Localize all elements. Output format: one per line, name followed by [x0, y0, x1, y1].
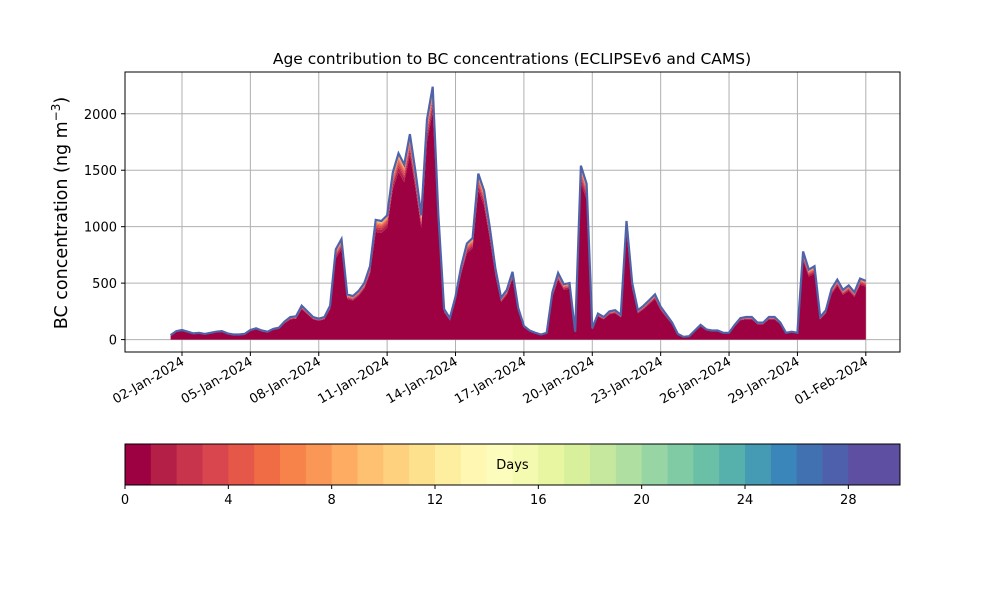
colorbar-cell — [745, 444, 772, 485]
colorbar-tick-label: 16 — [530, 493, 547, 508]
colorbar-cell — [486, 444, 513, 485]
colorbar-label: Days — [496, 458, 529, 473]
age-band-0-1 — [170, 112, 866, 340]
colorbar-cell — [228, 444, 255, 485]
age-band-22-23 — [170, 87, 866, 337]
colorbar-cell — [538, 444, 565, 485]
x-tick-label: 05-Jan-2024 — [179, 354, 256, 407]
x-tick-label: 29-Jan-2024 — [726, 354, 803, 407]
total-line — [169, 86, 867, 338]
colorbar-cell — [331, 444, 358, 485]
x-ticks: 02-Jan-202405-Jan-202408-Jan-202411-Jan-… — [110, 352, 871, 408]
colorbar-cell — [125, 444, 152, 485]
x-tick-label: 02-Jan-2024 — [110, 354, 187, 407]
colorbar-cell — [641, 444, 668, 485]
colorbar-cell — [590, 444, 617, 485]
colorbar-cell — [564, 444, 591, 485]
colorbar-cell — [460, 444, 488, 485]
stacked-areas — [169, 86, 867, 340]
colorbar-cell — [202, 444, 229, 485]
colorbar-tick-label: 8 — [328, 493, 336, 508]
age-band-25-26 — [170, 87, 866, 337]
colorbar-cell — [357, 444, 384, 485]
colorbar-cell — [409, 444, 436, 485]
colorbar-cell — [383, 444, 410, 485]
x-tick-label: 20-Jan-2024 — [521, 354, 598, 407]
y-tick-label: 2000 — [84, 108, 117, 123]
age-band-15-16 — [170, 88, 866, 337]
age-band-11-12 — [170, 89, 866, 337]
age-band-18-19 — [170, 88, 866, 337]
grid-lines — [125, 72, 900, 352]
colorbar-cell — [305, 444, 333, 485]
age-band-16-17 — [170, 88, 866, 337]
age-band-10-11 — [170, 89, 866, 337]
age-band-24-25 — [170, 87, 866, 337]
age-band-12-13 — [170, 89, 866, 337]
colorbar-cell — [822, 444, 849, 485]
age-band-7-8 — [170, 91, 866, 337]
age-band-9-10 — [170, 89, 866, 337]
age-band-21-22 — [170, 87, 866, 337]
x-tick-label: 14-Jan-2024 — [384, 354, 461, 407]
colorbar-cell — [667, 444, 694, 485]
colorbar-tick-label: 28 — [840, 493, 857, 508]
x-tick-label: 26-Jan-2024 — [657, 354, 734, 407]
colorbar-cell — [615, 444, 643, 485]
colorbar-tick-label: 4 — [224, 493, 232, 508]
colorbar-tick-label: 12 — [427, 493, 444, 508]
plot-frame — [124, 71, 901, 353]
x-tick-label: 11-Jan-2024 — [316, 354, 393, 407]
colorbar-cell — [693, 444, 720, 485]
colorbar-tick-label: 20 — [633, 493, 650, 508]
age-band-28-29 — [170, 86, 866, 337]
age-band-27-28 — [170, 87, 866, 337]
colorbar-cell — [176, 444, 203, 485]
age-band-14-15 — [170, 88, 866, 337]
colorbar-cell — [770, 444, 798, 485]
colorbar: Days 0 4 8 12 16 20 24 28 — [121, 443, 901, 508]
chart-title: Age contribution to BC concentrations (E… — [273, 50, 751, 68]
age-band-19-20 — [170, 88, 866, 337]
colorbar-tick-label: 24 — [737, 493, 754, 508]
y-tick-label: 1500 — [84, 164, 117, 179]
x-tick-label: 08-Jan-2024 — [247, 354, 324, 407]
age-band-4-5 — [170, 96, 866, 337]
age-band-5-6 — [170, 94, 866, 337]
colorbar-cell — [150, 444, 178, 485]
y-tick-label: 500 — [92, 277, 117, 292]
age-band-17-18 — [170, 88, 866, 337]
colorbar-cell — [796, 444, 823, 485]
y-ticks: 0 500 1000 1500 2000 — [84, 108, 125, 349]
colorbar-cell — [254, 444, 281, 485]
age-band-8-9 — [170, 90, 866, 337]
x-tick-label: 01-Feb-2024 — [792, 354, 871, 408]
colorbar-cell — [719, 444, 746, 485]
colorbar-cell — [435, 444, 462, 485]
age-band-6-7 — [170, 92, 866, 337]
colorbar-cell — [874, 444, 901, 485]
colorbar-tick-label: 0 — [121, 493, 129, 508]
y-axis-label: BC concentration (ng m−3) — [49, 97, 72, 329]
colorbar-frame — [124, 443, 901, 486]
y-tick-label: 1000 — [84, 221, 117, 236]
x-tick-label: 17-Jan-2024 — [452, 354, 529, 407]
colorbar-cell — [512, 444, 539, 485]
age-band-13-14 — [170, 88, 866, 337]
colorbar-cell — [848, 444, 875, 485]
age-band-20-21 — [170, 87, 866, 337]
age-band-26-27 — [170, 87, 866, 337]
age-band-23-24 — [170, 87, 866, 337]
age-band-29-30 — [170, 86, 866, 337]
x-tick-label: 23-Jan-2024 — [589, 354, 666, 407]
y-tick-label: 0 — [109, 334, 117, 349]
colorbar-cell — [280, 444, 307, 485]
